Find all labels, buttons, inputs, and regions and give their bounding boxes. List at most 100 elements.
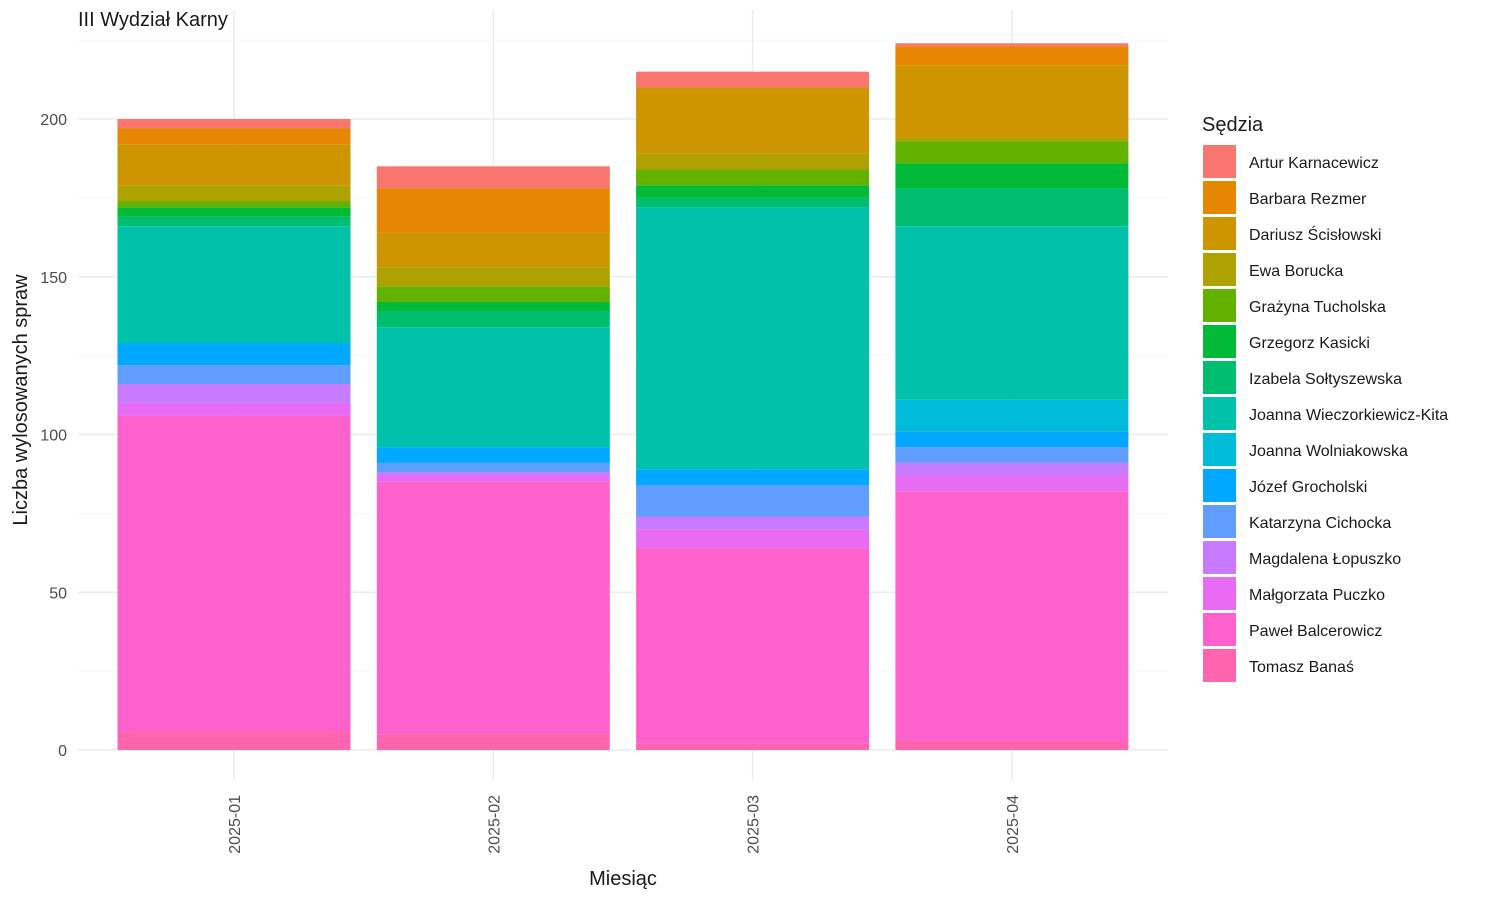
bar-segment: [636, 469, 870, 485]
bar-segment: [636, 197, 870, 208]
x-tick-label: 2025-01: [227, 795, 244, 854]
legend-label: Magdalena Łopuszko: [1249, 551, 1401, 568]
bar-segment: [636, 185, 870, 198]
legend-key: [1203, 253, 1236, 286]
bar-segment: [636, 71, 870, 88]
bar-segment: [636, 548, 870, 744]
bar-segment: [376, 734, 610, 750]
y-tick-label: 150: [40, 270, 67, 287]
legend-key: [1203, 145, 1236, 178]
bar-segment: [895, 475, 1129, 492]
bar-segment: [895, 431, 1129, 448]
bar-segment: [376, 232, 610, 268]
bar-segment: [636, 87, 870, 154]
bar-segment: [117, 402, 351, 416]
bar-segment: [117, 185, 351, 202]
bar-segment: [895, 137, 1129, 142]
bar-segment: [117, 207, 351, 217]
x-tick-label: 2025-04: [1005, 795, 1022, 854]
bar-segment: [895, 491, 1129, 741]
legend-label: Barbara Rezmer: [1249, 191, 1367, 208]
legend-label: Grażyna Tucholska: [1249, 299, 1386, 316]
bar-segment: [895, 46, 1129, 66]
legend-label: Artur Karnacewicz: [1249, 155, 1379, 172]
bar-segment: [376, 286, 610, 302]
x-tick-label: 2025-02: [486, 795, 503, 854]
bar-segment: [895, 43, 1129, 47]
legend-items: Artur Karnacewicz Barbara Rezmer Dariusz Ś…: [1203, 145, 1448, 682]
legend: Sędzia Artur Karnacewicz Barbara Rezmer Da…: [1202, 114, 1448, 682]
legend-key: [1203, 289, 1236, 322]
bar-segment: [117, 415, 351, 732]
legend-key: [1203, 361, 1236, 394]
bar-segment: [895, 188, 1129, 227]
y-axis-title: Liczba wylosowanych spraw: [10, 274, 32, 526]
bar-segment: [895, 163, 1129, 189]
bar-segment: [376, 166, 610, 189]
bar-segment: [376, 301, 610, 312]
y-tick-label: 0: [58, 743, 67, 760]
legend-key: [1203, 577, 1236, 610]
legend-label: Katarzyna Cichocka: [1249, 515, 1391, 532]
bar-segment: [895, 740, 1129, 750]
legend-key: [1203, 325, 1236, 358]
bar-segment: [376, 475, 610, 482]
legend-label: Izabela Sołtyszewska: [1249, 371, 1402, 388]
bar-segment: [636, 529, 870, 549]
bar-segment: [895, 447, 1129, 463]
bar-segment: [636, 153, 870, 170]
bars-layer: [117, 43, 1129, 750]
y-tick-label: 200: [40, 112, 67, 129]
bar-segment: [117, 119, 351, 129]
legend-key: [1203, 433, 1236, 466]
bar-segment: [895, 226, 1129, 400]
bar-segment: [117, 731, 351, 750]
legend-key: [1203, 613, 1236, 646]
bar-segment: [117, 384, 351, 403]
bar-segment: [376, 327, 610, 448]
legend-key: [1203, 217, 1236, 250]
y-tick-label: 100: [40, 428, 67, 445]
chart-title: III Wydział Karny: [78, 9, 228, 31]
legend-key: [1203, 541, 1236, 574]
bar-segment: [636, 169, 870, 186]
x-tick-label: 2025-03: [746, 795, 763, 854]
legend-label: Joanna Wieczorkiewicz-Kita: [1249, 407, 1448, 424]
bar-segment: [376, 462, 610, 473]
y-tick-label: 50: [49, 585, 67, 602]
bar-segment: [636, 207, 870, 470]
legend-key: [1203, 181, 1236, 214]
legend-title: Sędzia: [1202, 114, 1264, 136]
legend-key: [1203, 397, 1236, 430]
bar-segment: [376, 188, 610, 233]
bar-segment: [895, 141, 1129, 164]
legend-label: Tomasz Banaś: [1249, 659, 1354, 676]
legend-key: [1203, 649, 1236, 682]
bar-segment: [117, 216, 351, 227]
legend-label: Józef Grocholski: [1249, 479, 1367, 496]
bar-segment: [895, 399, 1129, 432]
bar-segment: [636, 484, 870, 517]
bar-segment: [117, 201, 351, 208]
legend-label: Paweł Balcerowicz: [1249, 623, 1382, 640]
bar-segment: [636, 516, 870, 530]
legend-label: Małgorzata Puczko: [1249, 587, 1385, 604]
bar-segment: [376, 447, 610, 463]
bar-segment: [117, 365, 351, 385]
bar-segment: [117, 343, 351, 366]
bar-segment: [117, 226, 351, 344]
legend-label: Dariusz Ścisłowski: [1249, 225, 1381, 244]
bar-segment: [895, 65, 1129, 138]
legend-key: [1203, 505, 1236, 538]
x-axis-title: Miesiąc: [589, 868, 657, 890]
bar-segment: [376, 311, 610, 328]
bar-segment: [895, 462, 1129, 476]
legend-label: Joanna Wolniakowska: [1249, 443, 1408, 460]
bar-segment: [117, 128, 351, 145]
bar-segment: [636, 743, 870, 750]
bar-segment: [117, 144, 351, 186]
legend-label: Ewa Borucka: [1249, 263, 1343, 280]
axis-layer: 0 50 100 150 200 2025-01 2025-02 2025-03 2025-04: [40, 112, 1022, 854]
bar-segment: [376, 481, 610, 735]
